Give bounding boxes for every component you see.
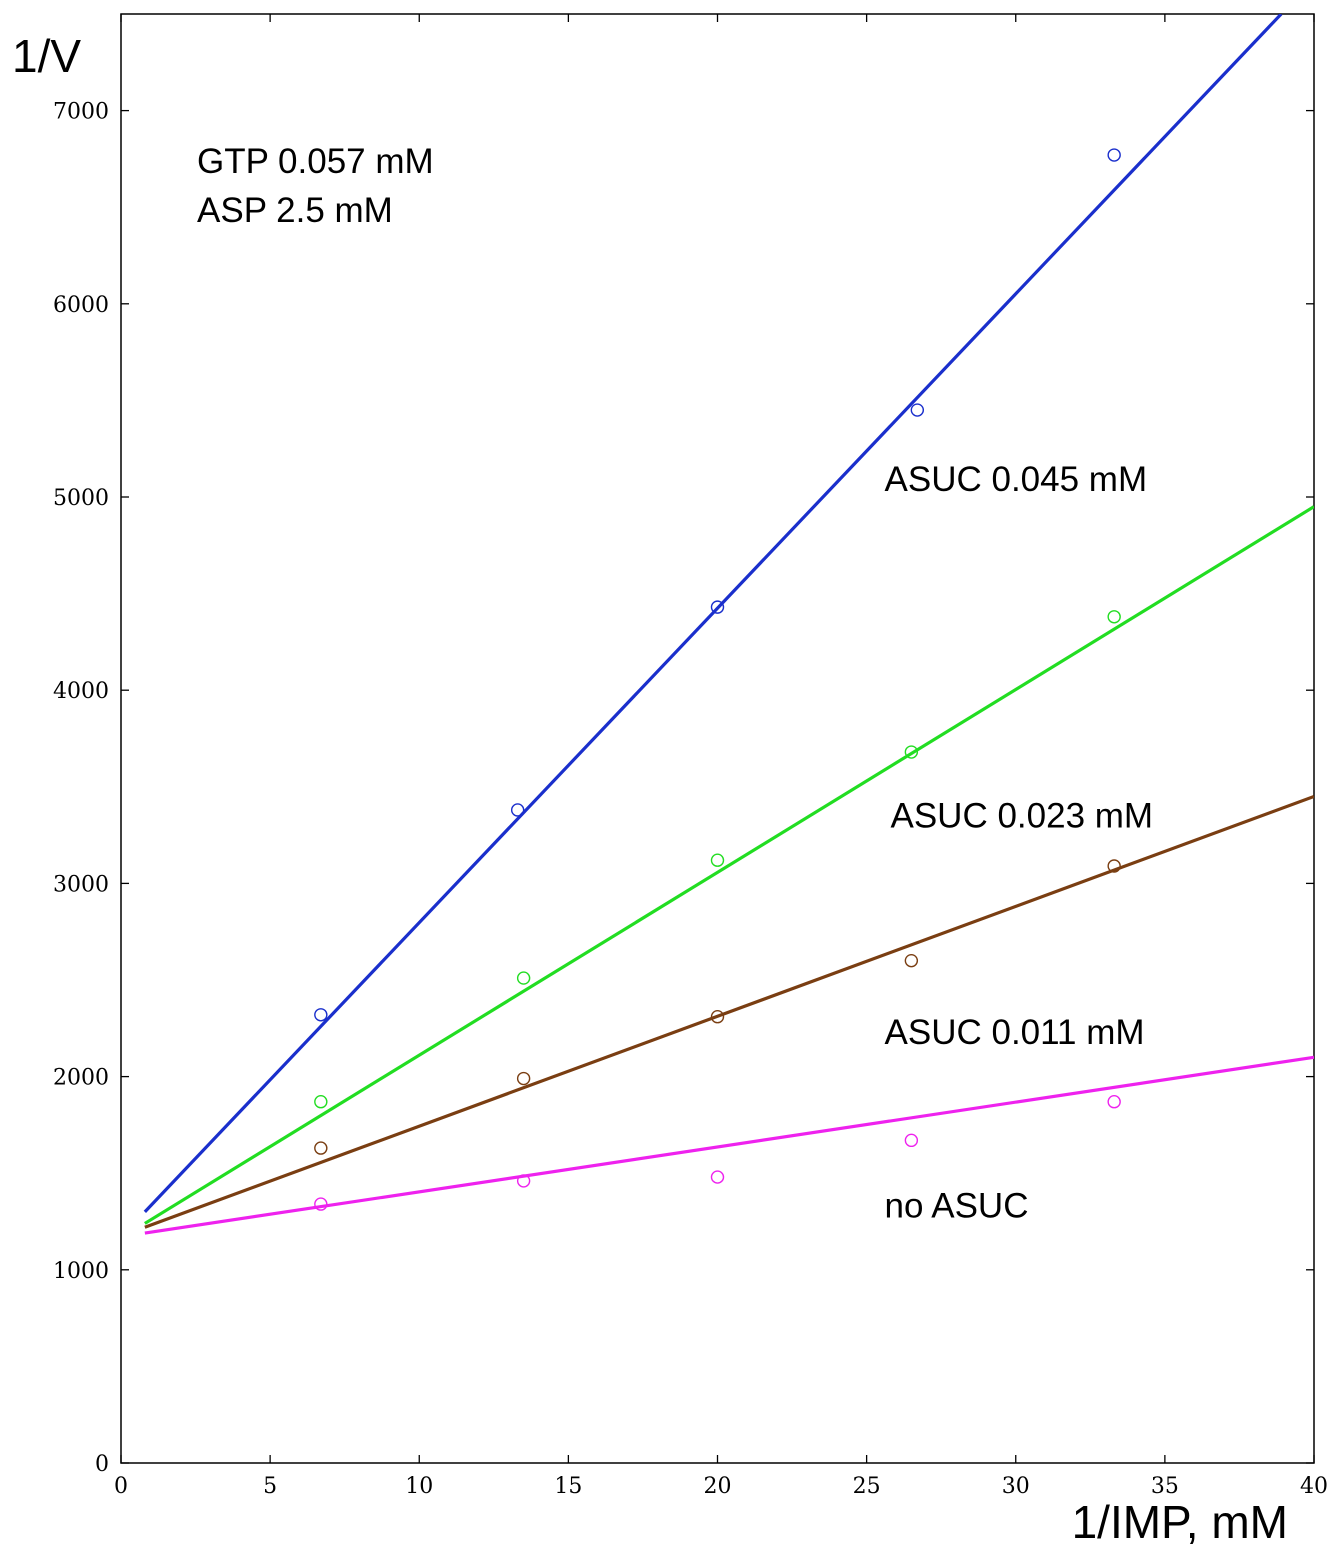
data-point-series-0 [1107, 148, 1121, 162]
data-point-series-1 [904, 745, 919, 759]
data-point-series-3 [710, 1170, 725, 1184]
y-tick-label: 2000 [53, 1066, 109, 1091]
x-tick-label: 5 [263, 1474, 277, 1499]
data-point-series-2 [1107, 859, 1121, 873]
data-point-series-3 [1107, 1095, 1121, 1109]
data-point-series-0 [910, 403, 925, 417]
data-point-series-2 [314, 1141, 328, 1155]
series-label: no ASUC [885, 1187, 1029, 1226]
y-tick-label: 7000 [53, 100, 109, 125]
y-axis-title: 1/V [12, 30, 81, 82]
data-point-series-2 [904, 953, 919, 968]
data-point-series-2 [710, 1010, 725, 1024]
series-label: ASUC 0.011 mM [885, 1013, 1145, 1052]
fit-line-series-0 [143, 14, 1283, 1213]
data-point-series-1 [1107, 610, 1121, 624]
data-point-series-1 [314, 1095, 328, 1109]
condition-gtp: GTP 0.057 mM [197, 142, 434, 181]
data-point-series-0 [710, 600, 725, 614]
fit-line-series-3 [144, 1055, 1314, 1235]
x-tick-label: 15 [554, 1474, 582, 1499]
data-point-series-3 [904, 1133, 919, 1148]
data-point-series-3 [516, 1174, 531, 1188]
x-tick-label: 10 [405, 1474, 433, 1499]
x-tick-label: 25 [853, 1474, 881, 1499]
condition-asp: ASP 2.5 mM [197, 191, 393, 230]
data-point-series-0 [314, 1008, 328, 1022]
fit-line-series-1 [144, 505, 1314, 1225]
x-tick-label: 0 [114, 1474, 128, 1499]
data-point-series-2 [516, 1071, 531, 1086]
data-point-series-3 [314, 1197, 328, 1211]
data-point-series-1 [710, 853, 725, 867]
series-label: ASUC 0.045 mM [885, 460, 1148, 499]
x-tick-label: 35 [1151, 1474, 1179, 1499]
y-tick-label: 4000 [53, 679, 109, 704]
data-point-series-1 [516, 971, 531, 985]
x-tick-label: 40 [1300, 1474, 1328, 1499]
y-tick-label: 1000 [53, 1259, 109, 1284]
series-label: ASUC 0.023 mM [890, 796, 1153, 835]
y-tick-label: 0 [95, 1452, 109, 1477]
y-tick-label: 5000 [53, 486, 109, 511]
x-tick-label: 30 [1002, 1474, 1030, 1499]
x-tick-label: 20 [704, 1474, 732, 1499]
y-tick-label: 3000 [53, 872, 109, 897]
plot-frame [120, 13, 1315, 1464]
x-axis-title: 1/IMP, mM [1072, 1496, 1288, 1548]
data-point-series-0 [510, 803, 525, 817]
y-tick-label: 6000 [53, 293, 109, 318]
